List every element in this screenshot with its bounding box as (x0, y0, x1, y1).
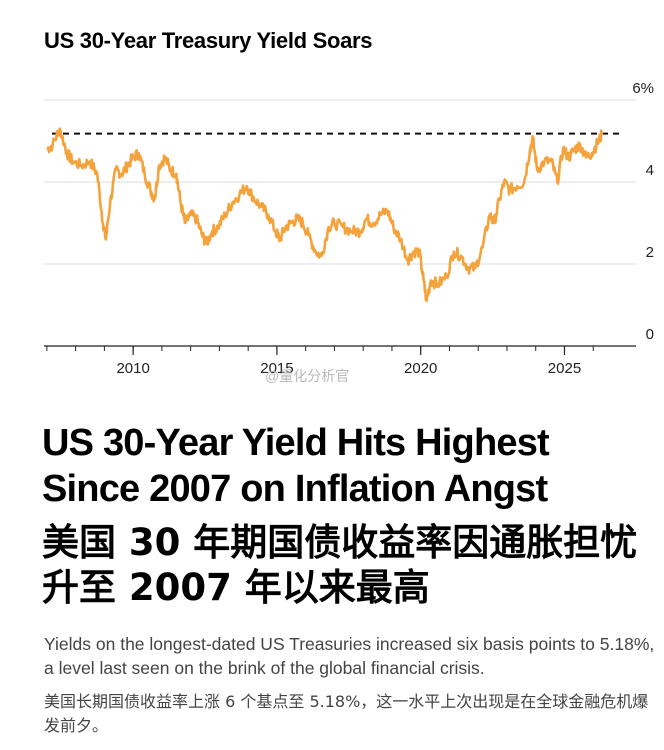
y-tick-label-6: 6% (632, 80, 654, 97)
headline: US 30-Year Yield Hits Highest Since 2007… (42, 422, 550, 510)
y-tick-label-0: 0 (646, 326, 654, 343)
deck-text: Yields on the longest-dated US Treasurie… (44, 634, 655, 678)
axis-layer: 0 2 4 6% 2010 2015 2020 2025 (44, 80, 654, 377)
watermark: @量化分析官 (265, 368, 350, 384)
x-tick-label-2015: 2015 (260, 360, 293, 377)
x-tick-label-2020: 2020 (404, 360, 437, 377)
x-tick-label-2010: 2010 (116, 360, 149, 377)
y-tick-label-4: 4 (646, 162, 654, 179)
deck-text-chinese: 美国长期国债收益率上涨 6 个基点至 5.18%，这一水平上次出现是在全球金融危… (44, 692, 649, 735)
chart-title: US 30-Year Treasury Yield Soars (44, 28, 373, 53)
gridlines (44, 99, 636, 265)
headline-chinese: 美国 30 年期国债收益率因通胀担忧升至 2007 年以来最高 (42, 521, 638, 609)
series-layer (46, 127, 604, 303)
yield-line-chart: 0 2 4 6% 2010 2015 2020 2025 (44, 80, 654, 377)
series-line (46, 127, 604, 303)
y-tick-label-2: 2 (646, 244, 654, 261)
x-tick-label-2025: 2025 (548, 360, 581, 377)
